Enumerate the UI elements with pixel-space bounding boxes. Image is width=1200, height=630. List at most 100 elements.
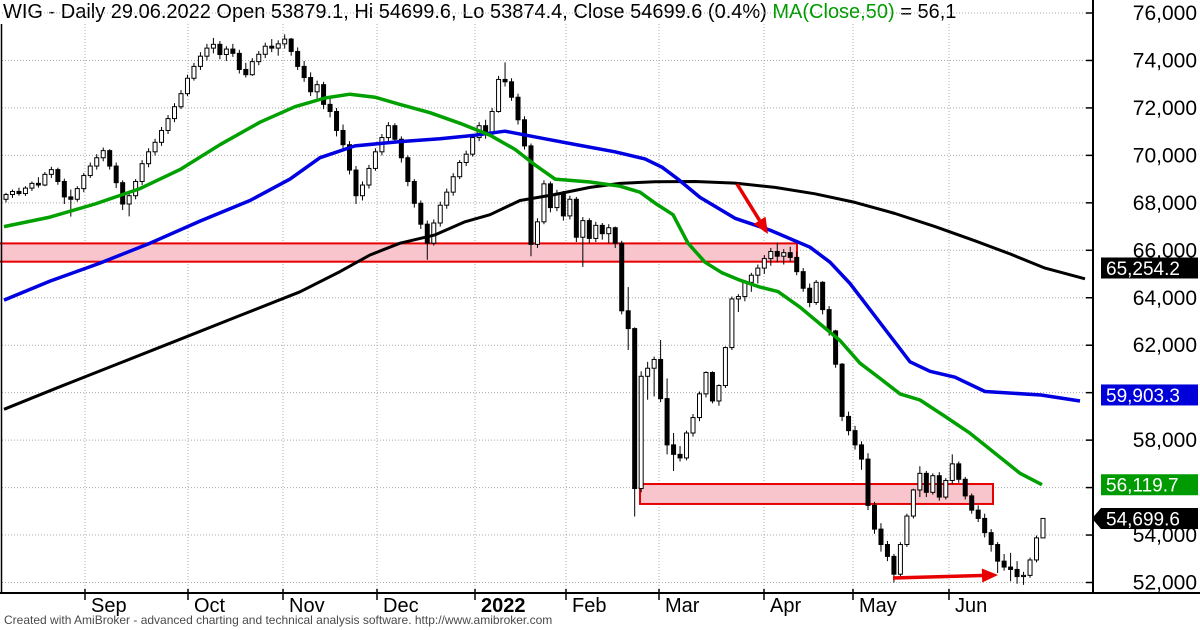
- candle-body: [580, 220, 586, 238]
- candle-body: [9, 190, 15, 196]
- candle-body: [126, 195, 132, 205]
- candle-body: [275, 43, 281, 49]
- candle-body: [625, 310, 631, 330]
- candle-body: [787, 252, 793, 258]
- candle-body: [424, 223, 430, 244]
- y-axis-label: 68,000: [1133, 192, 1197, 215]
- candle-body: [301, 65, 307, 79]
- candle-body: [975, 509, 981, 519]
- candle-body: [411, 180, 417, 204]
- y-axis-label: 62,000: [1133, 334, 1197, 357]
- candle-body: [87, 165, 93, 177]
- candle-body: [962, 478, 968, 497]
- candle-body: [664, 398, 670, 446]
- candle-body: [269, 45, 275, 49]
- month-label: 2022: [481, 595, 526, 617]
- red-arrow-head: [753, 216, 768, 234]
- candle-body: [910, 489, 916, 517]
- candle-body: [690, 417, 696, 434]
- candle-body: [612, 227, 618, 244]
- support-resistance-zone: [0, 242, 798, 263]
- candle-body: [204, 47, 210, 57]
- candle-body: [139, 163, 145, 182]
- candle-body: [55, 169, 61, 182]
- candle-body: [1027, 559, 1033, 576]
- candle-body: [282, 38, 288, 45]
- candle-body: [223, 48, 229, 56]
- candle-body: [1021, 574, 1027, 578]
- candle-body: [191, 65, 197, 79]
- candle-body: [450, 176, 456, 193]
- candle-body: [1014, 568, 1020, 578]
- candle-body: [878, 528, 884, 546]
- candle-body: [820, 281, 826, 311]
- candle-body: [347, 144, 353, 171]
- y-axis-label: 70,000: [1133, 144, 1197, 167]
- candle-body: [515, 96, 521, 121]
- candle-body: [839, 363, 845, 417]
- candle-body: [599, 224, 605, 235]
- candle-body: [1040, 517, 1046, 539]
- candle-body: [146, 151, 152, 165]
- candle-body: [159, 129, 165, 143]
- candle-body: [431, 222, 437, 244]
- month-label: Oct: [194, 595, 226, 617]
- candle-body: [541, 183, 547, 223]
- candle-body: [48, 169, 54, 175]
- candle-body: [794, 256, 800, 273]
- price-tag: [1092, 507, 1198, 529]
- candle-body: [16, 190, 22, 195]
- ma200-line: [3, 180, 1086, 411]
- candle-body: [295, 50, 301, 67]
- candle-body: [761, 258, 767, 269]
- candle-body: [405, 157, 411, 182]
- candle-body: [353, 169, 359, 197]
- price-tag-value: 54,699.6: [1106, 509, 1180, 530]
- candle-body: [359, 184, 365, 197]
- candle-body: [573, 198, 579, 238]
- y-axis-label: 66,000: [1133, 239, 1197, 262]
- candle-body: [729, 298, 735, 349]
- month-label: Nov: [289, 595, 325, 617]
- candle-body: [677, 453, 683, 459]
- candle-body: [846, 415, 852, 432]
- candle-body: [249, 61, 255, 76]
- candle-body: [210, 43, 216, 49]
- candle-body: [696, 393, 702, 419]
- candle-body: [735, 296, 741, 300]
- candle-body: [1034, 537, 1040, 561]
- candle-body: [833, 330, 839, 365]
- candle-body: [684, 432, 690, 459]
- candle-body: [256, 53, 262, 63]
- candle-body: [632, 328, 638, 490]
- candle-body: [94, 157, 100, 167]
- candle-body: [534, 221, 540, 245]
- candle-body: [463, 153, 469, 163]
- price-tag: [1101, 384, 1198, 406]
- y-axis-label: 76,000: [1133, 2, 1197, 25]
- candle-body: [42, 173, 48, 186]
- y-axis-label: 58,000: [1133, 429, 1197, 452]
- candle-body: [859, 444, 865, 460]
- month-label: Dec: [383, 595, 419, 617]
- y-axis-label: 52,000: [1133, 572, 1197, 595]
- candle-body: [68, 196, 74, 200]
- candle-body: [230, 48, 236, 54]
- candle-body: [897, 544, 903, 575]
- candle-body: [969, 495, 975, 511]
- candle-body: [781, 252, 787, 257]
- chart-title-ma-label: MA(Close,50): [772, 1, 895, 23]
- candle-body: [716, 385, 722, 402]
- candle-body: [100, 150, 106, 159]
- candle-body: [949, 463, 955, 481]
- candle-body: [314, 84, 320, 93]
- candle-body: [826, 309, 832, 332]
- candle-body: [638, 375, 644, 490]
- chart-title-ohlc: WIG - Daily 29.06.2022 Open 53879.1, Hi …: [3, 1, 773, 23]
- price-tag: [1101, 257, 1198, 279]
- y-axis-label: 64,000: [1133, 287, 1197, 310]
- candle-body: [619, 242, 625, 312]
- price-tag-value: 65,254.2: [1106, 259, 1180, 280]
